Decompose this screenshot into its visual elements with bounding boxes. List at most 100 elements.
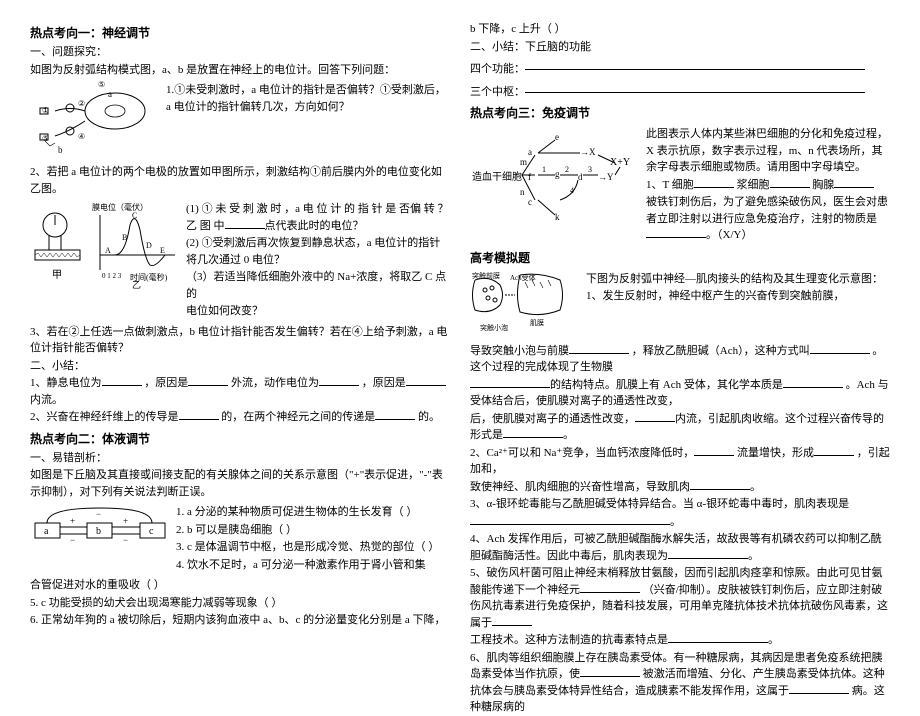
t2-2: 2. b 可以是胰岛细胞（ ） bbox=[176, 522, 450, 539]
fig1-row: a ⑤ ② ④ ① ⑤ b 1.①未受刺激时，a 电位计的指针是否偏转？①受刺激… bbox=[30, 81, 450, 161]
svg-text:c: c bbox=[149, 526, 154, 537]
m-intro: 下图为反射弧中神经—肌肉接头的结构及其生理变化示意图： bbox=[586, 271, 890, 288]
right-column: b 下降，c 上升（ ） 二、小结：下丘脑的功能 四个功能： 三个中枢： 热点考… bbox=[470, 20, 890, 617]
svg-text:E: E bbox=[160, 246, 165, 255]
svg-text:C: C bbox=[132, 211, 137, 220]
svg-text:膜电位（毫伏）: 膜电位（毫伏） bbox=[92, 202, 148, 212]
svg-text:造血干细胞: 造血干细胞 bbox=[472, 170, 522, 183]
m6: 6、肌肉等组织细胞膜上存在胰岛素受体。有一种糖尿病，其病因是患者免疫系统把胰岛素… bbox=[470, 650, 890, 716]
svg-text:A: A bbox=[105, 246, 111, 255]
svg-text:b: b bbox=[96, 526, 101, 537]
topic3-title: 热点考向三：免疫调节 bbox=[470, 104, 890, 122]
summary-label: 二、小结： bbox=[30, 358, 450, 375]
r0: b 下降，c 上升（ ） bbox=[470, 21, 890, 38]
mock-title: 高考模拟题 bbox=[470, 249, 890, 267]
svg-text:m: m bbox=[520, 157, 527, 167]
svg-text:g: g bbox=[555, 169, 560, 179]
t2-6: 5. c 功能受损的幼犬会出现渴寒能力减弱等现象（ ） bbox=[30, 595, 450, 612]
svg-text:2: 2 bbox=[565, 165, 569, 174]
t2-label: 一、易错剖析： bbox=[30, 450, 450, 467]
fig2-row: 甲 膜电位（毫伏） A B C D E 0 1 2 3 时间(毫秒) 乙 (1)… bbox=[30, 200, 450, 321]
r3: 三个中枢： bbox=[470, 79, 890, 101]
m5c: 工程技术。这种方法制造的抗毒素特点是。 bbox=[470, 632, 890, 649]
q1-1-text: 1.①未受刺激时，a 电位计的指针是否偏转？①受刺激后，a 电位计的指针偏转几次… bbox=[166, 81, 450, 116]
m2d: 致使神经、肌肉细胞的兴奋性增高，导致肌肉。 bbox=[470, 479, 890, 496]
svg-text:3: 3 bbox=[588, 165, 592, 174]
svg-text:e: e bbox=[555, 132, 559, 142]
q3: 3、若在②上任选一点做刺激点，b 电位计指针能否发生偏转？若在④上给予刺激，a … bbox=[30, 324, 450, 357]
q1-label: 一、问题探究： bbox=[30, 44, 450, 61]
svg-text:④: ④ bbox=[78, 132, 85, 141]
svg-text:⑤: ⑤ bbox=[98, 81, 105, 89]
svg-text:甲: 甲 bbox=[52, 270, 62, 281]
mock-intro-block: 下图为反射弧中神经—肌肉接头的结构及其生理变化示意图： 1、发生反射时，神经中枢… bbox=[586, 270, 890, 306]
immune-fig-row: 造血干细胞 m n a f c e g k →X d →Y X+Y bbox=[470, 125, 890, 245]
t2-3: 3. c 是体温调节中枢，也是形成冷觉、热觉的部位（ ） bbox=[176, 539, 450, 556]
svg-text:k: k bbox=[555, 212, 560, 222]
synapse-figure: 突触前膜 Ach受体 肌膜 突触小泡 bbox=[470, 270, 580, 340]
fig3-row: a b c + − + − − 1. a 分泌的某种物质可促进生物体的生长发育（… bbox=[30, 503, 450, 574]
t3-1: 1、T 细胞 浆细胞 胸腺 bbox=[646, 177, 890, 194]
r2: 四个功能： bbox=[470, 56, 890, 78]
t2-list: 1. a 分泌的某种物质可促进生物体的生长发育（ ） 2. b 可以是胰岛细胞（… bbox=[176, 503, 450, 574]
q2-2: (2) ①受刺激后再次恢复到静息状态，a 电位计的指针将几次通过 0 电位？ bbox=[186, 235, 450, 268]
q1-1: 1.①未受刺激时，a 电位计的指针是否偏转？①受刺激后，a 电位计的指针偏转几次… bbox=[166, 82, 450, 115]
svg-text:突触小泡: 突触小泡 bbox=[480, 323, 508, 332]
svg-text:B: B bbox=[122, 233, 127, 242]
svg-text:a: a bbox=[108, 89, 112, 99]
m5: 5、破伤风杆菌可阻止神经末梢释放甘氨酸，因而引起肌肉痉挛和惊厥。由此可见甘氨酸能… bbox=[470, 565, 890, 631]
svg-text:−: − bbox=[123, 535, 128, 545]
q2-3b: 电位如何改变？ bbox=[186, 303, 450, 320]
svg-text:+: + bbox=[70, 516, 75, 526]
q2-1: (1) ① 未 受 刺 激 时 ，a 电 位 计 的 指 针 是 否偏 转 ？ … bbox=[186, 201, 450, 234]
svg-text:c: c bbox=[528, 197, 532, 207]
gland-diagram: a b c + − + − − bbox=[30, 503, 170, 558]
svg-text:→Y: →Y bbox=[598, 172, 614, 182]
s1: 1、静息电位为 ，原因是 外流，动作电位为 ，原因是 内流。 bbox=[30, 375, 450, 408]
m3: 3、α-银环蛇毒能与乙酰胆碱受体特异结合。当 α-银环蛇毒中毒时，肌肉表现是 bbox=[470, 496, 890, 513]
svg-text:a: a bbox=[528, 147, 532, 157]
svg-text:d: d bbox=[578, 172, 583, 182]
t3-intro: 此图表示人体内某些淋巴细胞的分化和免疫过程，X 表示抗原，数字表示过程，m、n … bbox=[646, 126, 890, 176]
svg-text:n: n bbox=[520, 187, 525, 197]
t3-text-block: 此图表示人体内某些淋巴细胞的分化和免疫过程，X 表示抗原，数字表示过程，m、n … bbox=[646, 125, 890, 245]
svg-text:D: D bbox=[146, 241, 152, 250]
s2: 2、兴奋在神经纤维上的传导是 的，在两个神经元之间的传递是 的。 bbox=[30, 409, 450, 426]
t2-1: 1. a 分泌的某种物质可促进生物体的生长发育（ ） bbox=[176, 504, 450, 521]
q1-intro: 如图为反射弧结构模式图，a、b 是放置在神经上的电位计。回答下列问题： bbox=[30, 62, 450, 79]
t2-4: 4. 饮水不足时，a 可分泌一种激素作用于肾小管和集 bbox=[176, 557, 450, 574]
m3line: 。 bbox=[470, 514, 890, 531]
topic1-title: 热点考向一：神经调节 bbox=[30, 24, 450, 42]
svg-text:0 1 2 3: 0 1 2 3 bbox=[102, 272, 122, 280]
svg-text:→X: →X bbox=[580, 147, 596, 157]
svg-text:b: b bbox=[58, 145, 63, 155]
svg-text:1: 1 bbox=[542, 165, 546, 174]
immune-diagram: 造血干细胞 m n a f c e g k →X d →Y X+Y bbox=[470, 125, 640, 225]
m1g: 。Ach 与受体结合后，使肌膜对离子的通透性改变， 后，使肌膜对离子的通透性改变… bbox=[470, 411, 890, 444]
voltmeter-graph-figure: 甲 膜电位（毫伏） A B C D E 0 1 2 3 时间(毫秒) 乙 bbox=[30, 200, 180, 290]
t2-5: 合管促进对水的重吸收（ ） bbox=[30, 577, 450, 594]
svg-text:突触前膜: 突触前膜 bbox=[472, 271, 500, 280]
m2: 2、Ca²⁺可以和 Na⁺竞争，当血钙浓度降低时， 流量增快，形成 ，引起加和， bbox=[470, 445, 890, 478]
svg-text:f: f bbox=[528, 172, 531, 182]
m1e: 的结构特点。肌膜上有 Ach 受体，其化学本质是 。Ach 与受体结合后，使肌膜… bbox=[470, 377, 890, 410]
svg-text:肌膜: 肌膜 bbox=[530, 318, 544, 327]
svg-text:②: ② bbox=[78, 99, 85, 108]
m1b: 导致突触小泡与前膜 ，释放乙酰胆碱（Ach），这种方式叫 。这个过程的完成体现了… bbox=[470, 343, 890, 376]
q2-text-block: (1) ① 未 受 刺 激 时 ，a 电 位 计 的 指 针 是 否偏 转 ？ … bbox=[186, 200, 450, 321]
topic2-title: 热点考向二：体液调节 bbox=[30, 430, 450, 448]
m4: 4、Ach 发挥作用后，可被乙酰胆碱酯酶水解失活，故敌畏等有机磷农药可以抑制乙酰… bbox=[470, 531, 890, 564]
svg-text:+: + bbox=[123, 516, 128, 526]
svg-text:乙: 乙 bbox=[132, 280, 141, 290]
reflex-arc-figure: a ⑤ ② ④ ① ⑤ b bbox=[30, 81, 160, 161]
r1: 二、小结：下丘脑的功能 bbox=[470, 39, 890, 56]
t2-7: 6. 正常幼年狗的 a 被切除后，短期内该狗血液中 a、b、c 的分泌量变化分别… bbox=[30, 612, 450, 629]
t3-2: 被铁钉刺伤后，为了避免感染破伤风，医生会对患者立即注射以进行应急免疫治疗，注射的… bbox=[646, 194, 890, 244]
q2-intro: 2、若把 a 电位计的两个电极的放置如甲图所示，刺激结构①前后膜内外的电位变化如… bbox=[30, 164, 450, 197]
m1a: 1、发生反射时，神经中枢产生的兴奋传到突触前膜， bbox=[586, 288, 890, 305]
svg-text:−: − bbox=[96, 509, 101, 519]
q2-3: （3）若适当降低细胞外液中的 Na+浓度，将取乙 C 点的 bbox=[186, 269, 450, 302]
left-column: 热点考向一：神经调节 一、问题探究： 如图为反射弧结构模式图，a、b 是放置在神… bbox=[30, 20, 450, 617]
svg-text:−: − bbox=[70, 535, 75, 545]
svg-text:a: a bbox=[44, 526, 49, 537]
